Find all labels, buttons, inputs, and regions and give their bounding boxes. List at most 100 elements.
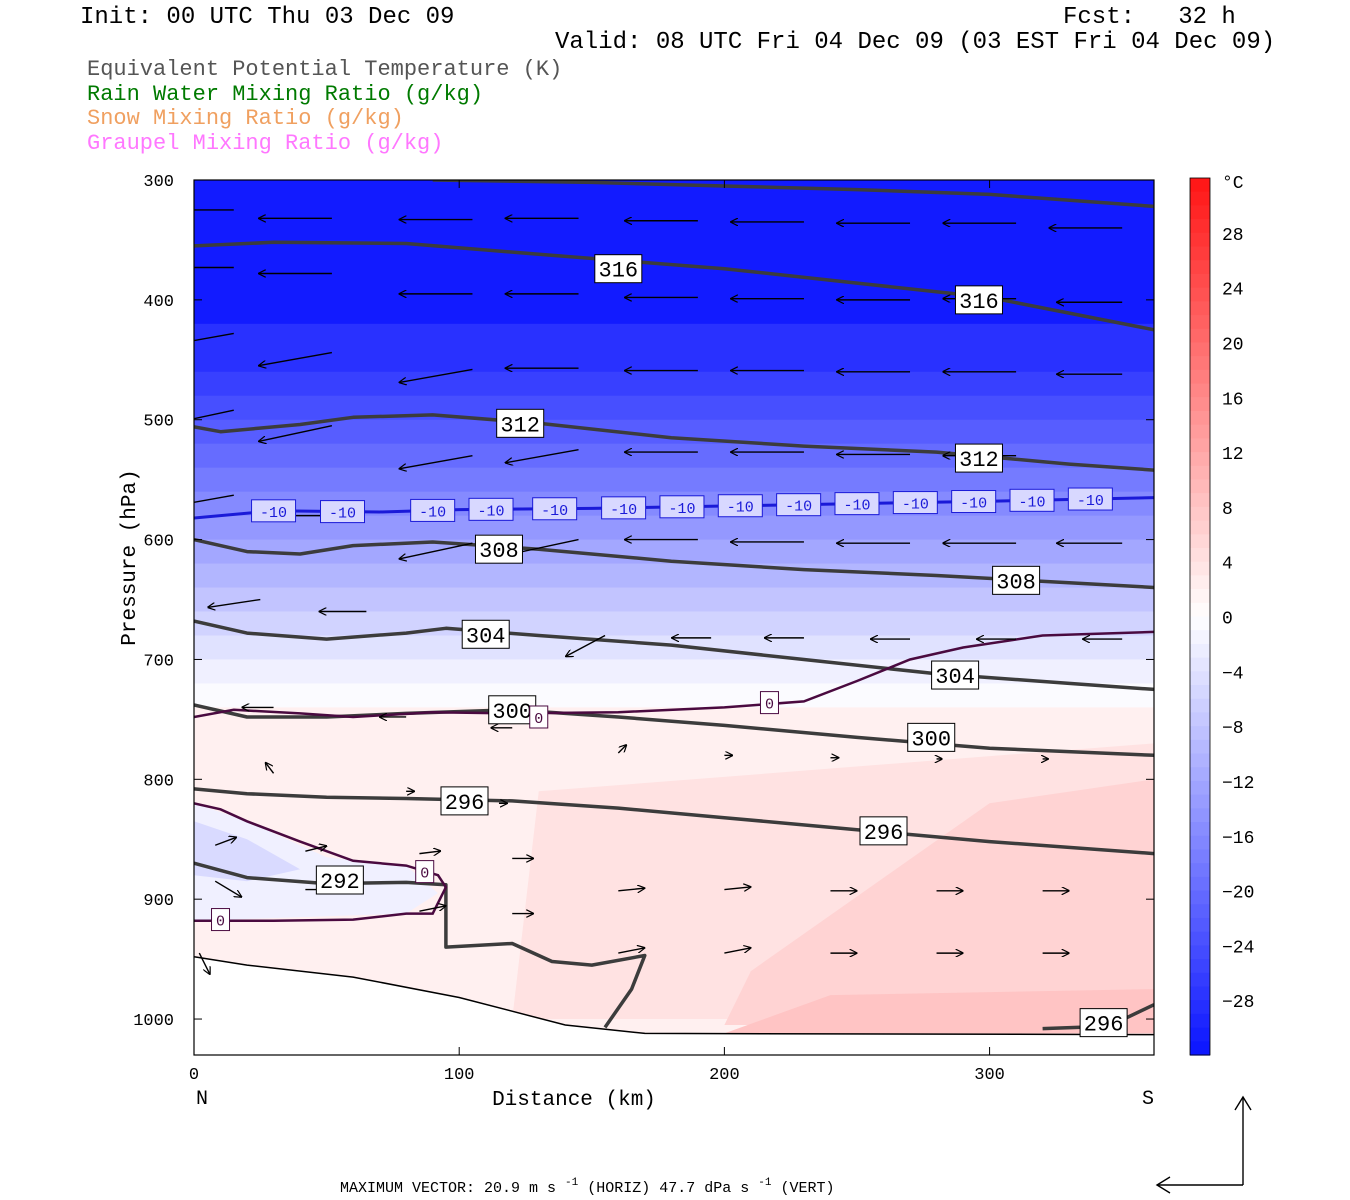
colorbar-segment: [1190, 794, 1210, 809]
cold-pocket: [194, 821, 301, 882]
isotherm-zero-label-box: [529, 705, 549, 729]
colorbar-tick-label: 16: [1222, 390, 1244, 410]
forecast-hour: Fcst: 32 h: [1063, 4, 1236, 31]
theta-e-label: 292: [320, 870, 360, 895]
north-label: N: [196, 1088, 208, 1111]
theta-e-label-box: [1079, 1008, 1128, 1038]
isotherm-minus10-label: -10: [478, 503, 505, 520]
colorbar-segment: [1190, 767, 1210, 782]
colorbar-segment: [1190, 520, 1210, 535]
isotherm-minus10-label: -10: [843, 498, 870, 515]
colorbar-segment: [1190, 657, 1210, 672]
wind-vector: [400, 542, 473, 559]
isotherm-minus10-label-box: [1067, 487, 1113, 511]
colorbar-tick-label: 24: [1222, 281, 1244, 301]
isotherm-minus10-label-box: [659, 495, 705, 519]
colorbar-segment: [1190, 493, 1210, 508]
isotherm-zero-label-box: [211, 908, 231, 932]
colorbar-segment: [1190, 876, 1210, 892]
colorbar-segment: [1190, 260, 1210, 275]
isotherm-minus10-label: -10: [727, 500, 754, 517]
colorbar-segment: [1190, 643, 1210, 659]
colorbar-segment: [1190, 822, 1210, 837]
colorbar-segment: [1190, 945, 1210, 960]
theta-e-label: 296: [445, 791, 485, 816]
wind-vector: [305, 846, 326, 852]
colorbar-segment: [1190, 753, 1210, 768]
colorbar-tick-label: −28: [1222, 993, 1254, 1013]
max-vector-text: MAXIMUM VECTOR: 20.9 m s -1 (HORIZ) 47.7…: [340, 1177, 835, 1197]
isotherm-minus10-label-box: [601, 496, 647, 520]
temperature-band: [194, 395, 1154, 421]
colorbar-segment: [1190, 698, 1210, 714]
colorbar-segment: [1190, 739, 1210, 755]
isotherm-minus10-label: -10: [541, 503, 568, 520]
colorbar-segment: [1190, 1027, 1210, 1042]
init-time: Init: 00 UTC Thu 03 Dec 09: [80, 4, 455, 31]
colorbar-segment: [1190, 931, 1210, 946]
colorbar-segment: [1190, 383, 1210, 398]
colorbar-segment: [1190, 452, 1210, 467]
colorbar-tick-label: −8: [1222, 719, 1244, 739]
theta-e-label-box: [440, 786, 489, 816]
colorbar-segment: [1190, 479, 1210, 494]
colorbar-segment: [1190, 547, 1210, 563]
wind-vector: [198, 952, 209, 974]
wind-vector: [214, 837, 236, 846]
theta-e-label: 316: [599, 259, 639, 284]
colorbar-tick-label: 20: [1222, 335, 1244, 355]
wind-vector: [566, 634, 606, 656]
wind-vector: [400, 368, 473, 382]
ref-vertical-arrowhead: [1234, 1095, 1252, 1111]
isotherm-minus10-label-box: [717, 494, 763, 518]
isotherm-zero-label-box: [415, 860, 435, 884]
wind-vector: [259, 351, 333, 366]
isotherm-minus10-label-box: [951, 490, 997, 514]
y-tick-label: 800: [143, 772, 174, 791]
colorbar-segment: [1190, 465, 1210, 481]
y-tick-label: 300: [143, 173, 174, 192]
colorbar-segment: [1190, 287, 1210, 302]
temperature-band: [194, 371, 1154, 397]
wind-vector: [724, 948, 750, 954]
colorbar-segment: [1190, 575, 1210, 590]
colorbar-tick-label: 0: [1222, 610, 1233, 630]
theta-e-contour-304: [194, 619, 1154, 692]
south-label: S: [1142, 1088, 1154, 1111]
colorbar-segment: [1190, 191, 1210, 207]
colorbar-segment: [1190, 630, 1210, 645]
isotherm-minus10-label-box: [892, 491, 938, 515]
theta-e-label: 304: [935, 665, 975, 690]
colorbar-segment: [1190, 616, 1210, 631]
isotherm-minus10-label: -10: [610, 502, 637, 519]
theta-e-label-box: [488, 695, 537, 725]
theta-e-label: 308: [996, 570, 1036, 595]
colorbar-segment: [1190, 397, 1210, 412]
theta-e-contour-316: [432, 180, 1154, 209]
colorbar-segment: [1190, 917, 1210, 933]
colorbar-segment: [1190, 726, 1210, 741]
colorbar-segment: [1190, 1013, 1210, 1029]
theta-e-label-box: [954, 285, 1003, 315]
x-axis-label: Distance (km): [492, 1089, 656, 1112]
wind-vector: [194, 494, 234, 504]
x-tick-label: 100: [444, 1066, 475, 1085]
legend-graupel: Graupel Mixing Ratio (g/kg): [87, 131, 444, 156]
colorbar-segment: [1190, 534, 1210, 549]
wind-vector: [506, 449, 579, 463]
theta-e-label: 312: [959, 448, 999, 473]
colorbar-tick-label: 28: [1222, 226, 1244, 246]
colorbar-segment: [1190, 959, 1210, 974]
colorbar-segment: [1190, 232, 1210, 248]
isotherm-zero-label: 0: [420, 866, 429, 883]
colorbar-segment: [1190, 438, 1210, 453]
theta-e-contour-308: [194, 537, 1154, 590]
colorbar-segment: [1190, 356, 1210, 371]
theta-e-label: 316: [959, 290, 999, 315]
theta-e-label: 312: [500, 413, 540, 438]
x-tick-label: 0: [189, 1066, 199, 1085]
valid-time: Valid: 08 UTC Fri 04 Dec 09 (03 EST Fri …: [555, 29, 1276, 56]
y-tick-label: 700: [143, 652, 174, 671]
colorbar-segment: [1190, 685, 1210, 700]
